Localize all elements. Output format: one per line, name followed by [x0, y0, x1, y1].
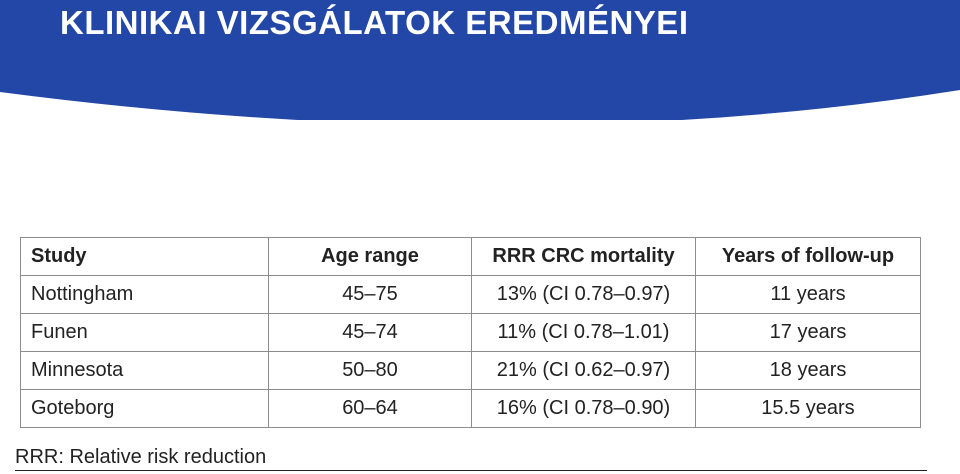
table-row: Goteborg 60–64 16% (CI 0.78–0.90) 15.5 y…: [20, 389, 921, 428]
cell-study: Nottingham: [20, 275, 269, 314]
cell-rrr: 21% (CI 0.62–0.97): [471, 351, 696, 390]
cell-age-range: 45–74: [268, 313, 472, 352]
cell-age-range: 45–75: [268, 275, 472, 314]
header-years-follow-up: Years of follow-up: [695, 237, 921, 276]
slide-title: KLINIKAI VIZSGÁLATOK EREDMÉNYEI: [60, 4, 689, 41]
table-header-row: Study Age range RRR CRC mortality Years …: [20, 237, 921, 276]
cell-study: Goteborg: [20, 389, 269, 428]
table-row: Minnesota 50–80 21% (CI 0.62–0.97) 18 ye…: [20, 351, 921, 390]
table-row: Nottingham 45–75 13% (CI 0.78–0.97) 11 y…: [20, 275, 921, 314]
banner-shape: [0, 0, 960, 120]
cell-follow-up: 17 years: [695, 313, 921, 352]
cell-study: Funen: [20, 313, 269, 352]
cell-rrr: 11% (CI 0.78–1.01): [471, 313, 696, 352]
title-banner: [0, 0, 960, 120]
cell-follow-up: 15.5 years: [695, 389, 921, 428]
header-age-range: Age range: [268, 237, 472, 276]
cell-follow-up: 11 years: [695, 275, 921, 314]
header-study: Study: [20, 237, 269, 276]
cell-follow-up: 18 years: [695, 351, 921, 390]
cell-rrr: 16% (CI 0.78–0.90): [471, 389, 696, 428]
study-results-table: Study Age range RRR CRC mortality Years …: [20, 237, 921, 428]
cell-age-range: 50–80: [268, 351, 472, 390]
table-row: Funen 45–74 11% (CI 0.78–1.01) 17 years: [20, 313, 921, 352]
footnote: RRR: Relative risk reduction: [15, 446, 927, 471]
cell-rrr: 13% (CI 0.78–0.97): [471, 275, 696, 314]
header-rrr-crc-mortality: RRR CRC mortality: [471, 237, 696, 276]
cell-age-range: 60–64: [268, 389, 472, 428]
cell-study: Minnesota: [20, 351, 269, 390]
